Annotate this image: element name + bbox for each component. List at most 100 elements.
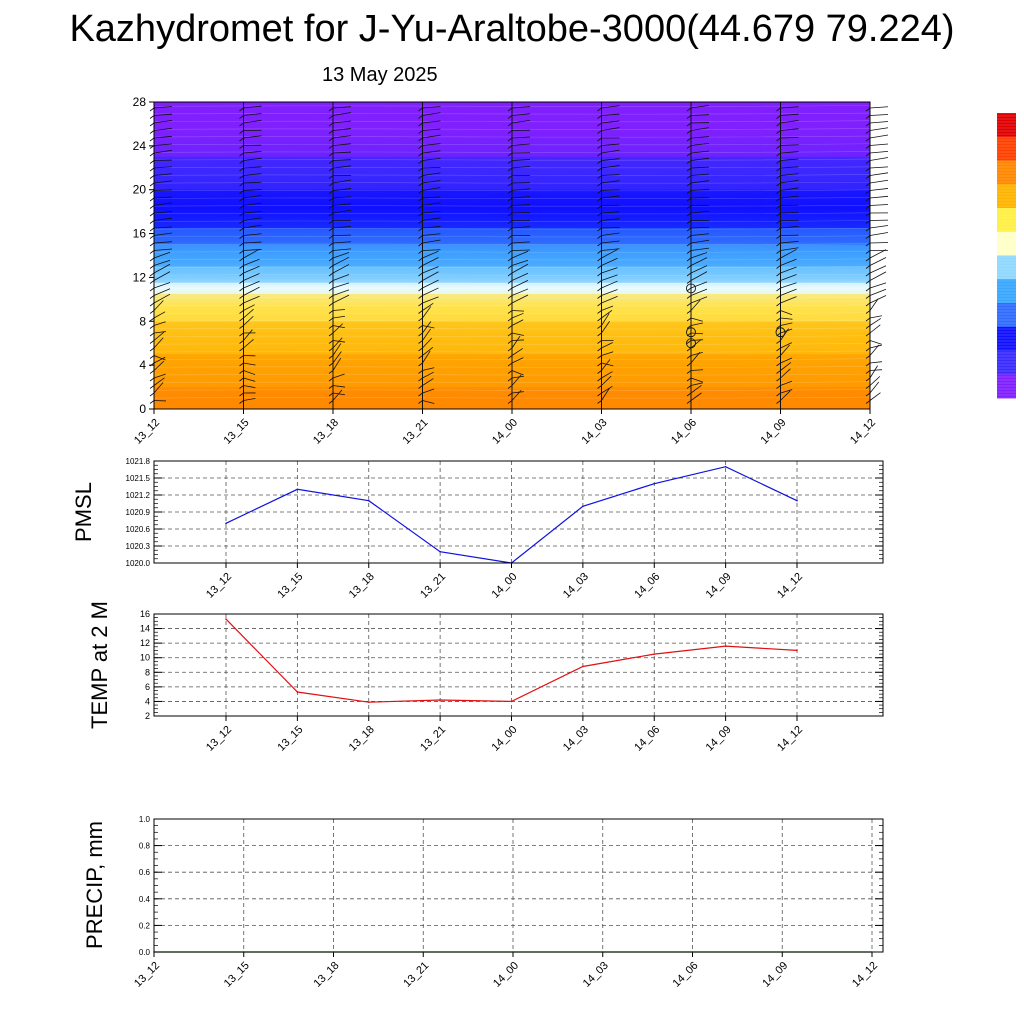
wind-barb-feather xyxy=(239,152,244,157)
wind-barb xyxy=(780,113,799,116)
wind-barb-feather xyxy=(418,340,423,344)
wind-barb xyxy=(243,295,260,304)
colorbar-swatch xyxy=(997,279,1016,304)
wind-barb-feather xyxy=(597,220,602,224)
wind-barb xyxy=(511,335,521,349)
wind-barb-feather xyxy=(239,265,244,269)
wind-barb xyxy=(869,265,887,274)
wind-barb xyxy=(332,351,342,364)
x-tick-label: 14_00 xyxy=(490,724,520,754)
wind-barb-feather xyxy=(686,107,692,112)
wind-barb-feather xyxy=(686,370,692,374)
wind-barb-feather xyxy=(507,287,513,292)
wind-barb xyxy=(243,105,262,109)
wind-barb-feather xyxy=(776,295,781,299)
wind-barb-feather xyxy=(507,145,513,149)
wind-barb xyxy=(690,317,703,322)
wind-barb-feather xyxy=(776,340,781,344)
wind-barb-feather xyxy=(776,310,781,314)
wind-barb-feather xyxy=(149,310,155,314)
wind-barb xyxy=(422,157,441,161)
wind-barb xyxy=(690,382,703,386)
wind-barb-feather xyxy=(328,197,334,202)
y-tick-label: 1020.9 xyxy=(126,508,151,517)
wind-barb-feather xyxy=(865,272,871,277)
wind-barb xyxy=(243,233,262,236)
data-point xyxy=(367,701,370,703)
wind-barb-feather xyxy=(507,340,513,344)
wind-barb xyxy=(690,104,710,109)
plot-frame xyxy=(153,818,884,953)
wind-barb-feather xyxy=(686,400,692,404)
y-tick-label: 0.0 xyxy=(139,948,151,957)
data-point xyxy=(225,618,227,620)
contour-line xyxy=(153,373,871,376)
wind-barb xyxy=(332,385,345,388)
wind-barb xyxy=(332,294,350,304)
wind-barb-feather xyxy=(507,235,513,239)
wind-barb xyxy=(153,311,166,319)
wind-barb-feather xyxy=(328,265,334,269)
wind-barb-feather xyxy=(149,280,155,284)
wind-barb xyxy=(153,356,166,364)
wind-barb-feather xyxy=(149,325,155,329)
wind-barb-feather xyxy=(865,400,871,404)
y-tick-label: 20 xyxy=(133,183,147,197)
contour-line xyxy=(153,335,871,338)
wind-barb xyxy=(601,120,620,124)
wind-barb xyxy=(511,272,529,281)
wind-barb-feather xyxy=(776,347,781,352)
wind-barb xyxy=(243,181,262,184)
wind-barb-feather xyxy=(239,122,244,127)
wind-barb xyxy=(780,328,793,334)
wind-barb-feather xyxy=(507,212,513,217)
wind-barb xyxy=(243,210,262,214)
wind-barb-feather xyxy=(328,302,334,307)
wind-barb-feather xyxy=(418,400,423,404)
wind-barb-feather xyxy=(865,160,871,164)
colorbar xyxy=(997,112,1016,399)
wind-barb xyxy=(690,351,701,364)
contour-line xyxy=(153,105,871,107)
wind-barb-feather xyxy=(776,317,781,322)
wind-barb xyxy=(780,166,799,169)
y-axis-label: PRECIP, mm xyxy=(82,821,107,949)
wind-barb xyxy=(332,248,352,251)
wind-barb xyxy=(243,377,256,382)
wind-barb-feather xyxy=(328,160,334,164)
wind-barb-feather xyxy=(239,257,244,262)
colorbar-swatch xyxy=(997,184,1016,209)
wind-barb-feather xyxy=(328,310,334,314)
wind-barb-feather xyxy=(418,182,423,187)
x-tick-label: 13_21 xyxy=(401,417,431,447)
wind-barb xyxy=(690,136,710,139)
wind-barb xyxy=(153,113,173,116)
wind-barb-feather xyxy=(328,130,334,134)
wind-barb xyxy=(869,315,882,319)
wind-barb xyxy=(332,120,352,124)
wind-barb-feather xyxy=(865,302,871,307)
wind-barb xyxy=(243,273,260,281)
wind-barb-feather xyxy=(239,182,244,187)
contour-line xyxy=(153,343,871,345)
wind-barb-feather xyxy=(418,212,423,217)
wind-barb xyxy=(780,368,791,379)
wind-barb xyxy=(869,179,889,184)
contour-line xyxy=(153,381,871,384)
wind-barb xyxy=(601,362,614,367)
contour-line xyxy=(153,112,871,115)
wind-barb xyxy=(153,288,171,296)
calm-wind-marker xyxy=(686,338,696,349)
wind-barb xyxy=(869,225,889,229)
wind-barb-feather xyxy=(686,212,692,217)
wind-barb xyxy=(332,337,343,349)
wind-barb xyxy=(511,294,529,304)
wind-barb xyxy=(332,225,352,229)
wind-barb xyxy=(869,344,882,349)
contour-line xyxy=(153,212,871,215)
wind-barb-feather xyxy=(149,355,155,359)
wind-barb-feather xyxy=(328,340,334,344)
wind-barb-feather xyxy=(865,205,871,209)
wind-barb-feather xyxy=(776,325,781,329)
